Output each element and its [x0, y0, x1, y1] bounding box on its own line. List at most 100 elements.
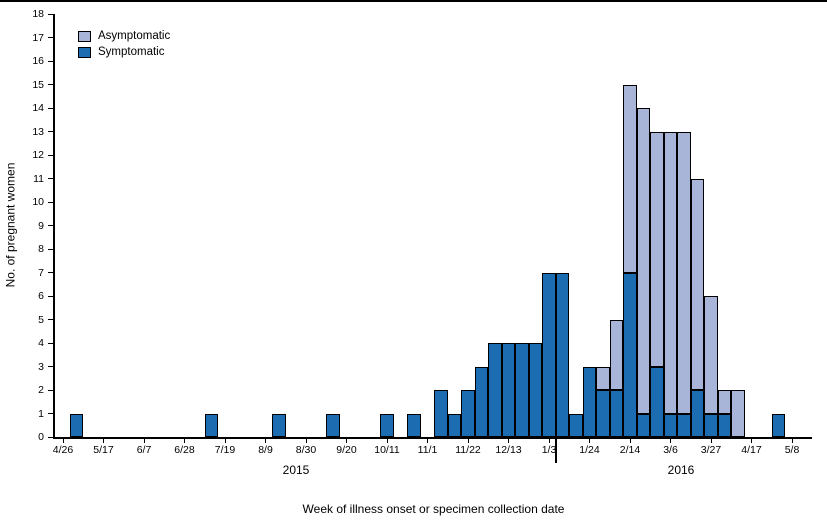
bar-segment-symptomatic [542, 272, 556, 437]
legend-item-symptomatic: Symptomatic [78, 44, 170, 60]
y-tick-label: 9 [38, 219, 44, 232]
x-tick [184, 439, 185, 443]
x-tick-label: 6/28 [174, 444, 195, 456]
bar-segment-asymptomatic [704, 296, 718, 414]
y-tick-label: 12 [32, 149, 44, 161]
x-tick [265, 439, 266, 443]
x-tick-label: 10/11 [374, 444, 400, 456]
y-tick [48, 107, 53, 109]
y-tick [48, 389, 53, 391]
bar-segment-symptomatic [515, 343, 529, 437]
x-tick [467, 439, 469, 443]
x-tick-label: 7/19 [214, 444, 236, 456]
x-tick [751, 439, 752, 443]
bar-segment-symptomatic [380, 413, 394, 437]
y-tick [48, 342, 53, 344]
legend: Asymptomatic Symptomatic [78, 28, 170, 60]
bar-segment-symptomatic [555, 272, 570, 437]
x-tick-label: 8/9 [258, 444, 273, 456]
bar-segment-asymptomatic [717, 390, 732, 414]
x-tick [548, 439, 550, 443]
y-tick [48, 319, 53, 320]
bar-segment-asymptomatic [636, 108, 651, 414]
y-tick-label: 13 [32, 125, 44, 138]
x-tick [710, 439, 712, 443]
x-tick [224, 439, 226, 443]
bar-segment-symptomatic [326, 413, 340, 437]
bar-segment-symptomatic [434, 390, 448, 437]
x-tick-label: 2/14 [619, 444, 641, 456]
y-tick-label: 16 [32, 55, 44, 67]
x-tick [427, 439, 428, 443]
bar-segment-symptomatic [488, 343, 502, 437]
y-tick-label: 10 [32, 196, 44, 208]
bar-segment-symptomatic [771, 413, 786, 437]
y-tick-label: 4 [38, 337, 44, 349]
y-tick-label: 14 [32, 102, 44, 114]
year-label-2016: 2016 [667, 463, 695, 477]
y-tick [48, 60, 53, 62]
x-tick-label: 1/24 [579, 444, 600, 456]
bar-segment-asymptomatic [690, 178, 705, 390]
bar-segment-symptomatic [650, 366, 664, 437]
bar-segment-symptomatic [677, 413, 691, 437]
y-tick [48, 37, 53, 38]
year-divider-tick [555, 439, 557, 463]
y-tick [48, 154, 53, 156]
x-tick [62, 439, 64, 443]
x-tick [305, 439, 307, 443]
bar-segment-asymptomatic [650, 131, 664, 367]
y-tick [48, 436, 53, 438]
y-tick-label: 0 [38, 431, 44, 443]
bar-segment-symptomatic [717, 413, 732, 437]
bar-segment-symptomatic [663, 413, 678, 437]
x-tick [589, 439, 590, 443]
y-tick [48, 201, 53, 203]
x-tick-label: 6/7 [136, 444, 152, 456]
legend-label: Symptomatic [98, 46, 165, 58]
y-tick-label: 2 [38, 384, 44, 396]
bar-segment-symptomatic [501, 343, 516, 437]
bar-segment-symptomatic [690, 390, 705, 437]
bar-segment-asymptomatic [663, 131, 678, 414]
bar-segment-symptomatic [461, 390, 475, 437]
bar-segment-symptomatic [204, 413, 219, 437]
y-tick [48, 366, 53, 367]
bar-segment-symptomatic [272, 413, 286, 437]
bar-segment-symptomatic [447, 413, 462, 437]
bar-segment-symptomatic [569, 413, 583, 437]
x-tick-label: 5/17 [93, 444, 114, 456]
x-tick-label: 3/27 [700, 444, 722, 456]
x-tick-label: 4/17 [741, 444, 762, 456]
y-tick [48, 13, 53, 15]
bar-segment-asymptomatic [731, 390, 745, 437]
bar-segment-asymptomatic [623, 84, 637, 273]
y-tick-label: 11 [33, 172, 44, 185]
legend-swatch [78, 46, 91, 58]
x-tick-label: 12/13 [495, 444, 522, 456]
y-tick-label: 8 [38, 243, 44, 255]
x-axis-line [53, 437, 812, 439]
x-tick-label: 5/8 [784, 444, 800, 456]
x-tick-label: 3/6 [663, 444, 678, 456]
x-tick-label: 4/26 [52, 444, 74, 456]
x-tick-label: 11/22 [455, 444, 481, 456]
x-tick [386, 439, 388, 443]
x-tick [508, 439, 509, 443]
legend-item-asymptomatic: Asymptomatic [78, 28, 170, 44]
legend-label: Asymptomatic [98, 30, 171, 42]
y-tick-label: 7 [38, 266, 44, 279]
bar-segment-symptomatic [582, 366, 597, 437]
x-tick [143, 439, 145, 443]
legend-swatch [78, 30, 91, 42]
bar-segment-symptomatic [704, 413, 718, 437]
bar-segment-symptomatic [609, 390, 624, 437]
year-label-2015: 2015 [282, 463, 310, 477]
bar-segment-symptomatic [623, 272, 637, 437]
bar-segment-symptomatic [528, 343, 543, 437]
y-tick [48, 413, 53, 414]
y-tick [48, 272, 53, 273]
y-axis-line [53, 14, 55, 439]
y-tick-label: 6 [38, 290, 44, 302]
x-tick [629, 439, 631, 443]
